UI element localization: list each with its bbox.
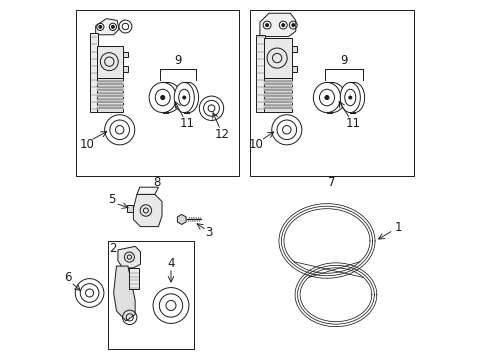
Circle shape [348, 96, 351, 99]
Text: 3: 3 [205, 226, 213, 239]
Text: 11: 11 [179, 117, 194, 130]
Circle shape [183, 96, 185, 99]
Bar [76, 10, 238, 176]
Text: 9: 9 [174, 54, 182, 67]
Circle shape [265, 24, 268, 27]
Text: 10: 10 [79, 138, 94, 150]
Text: 10: 10 [248, 138, 263, 150]
Polygon shape [113, 266, 135, 321]
Polygon shape [260, 13, 295, 37]
Polygon shape [292, 46, 296, 52]
Text: 8: 8 [153, 176, 161, 189]
Polygon shape [89, 33, 98, 112]
Ellipse shape [344, 82, 364, 113]
Text: 9: 9 [340, 54, 347, 67]
Polygon shape [122, 51, 127, 57]
Polygon shape [97, 78, 122, 112]
Ellipse shape [340, 82, 360, 113]
Circle shape [111, 26, 114, 28]
Polygon shape [133, 194, 162, 226]
Circle shape [291, 24, 294, 27]
Ellipse shape [154, 82, 181, 113]
Polygon shape [263, 78, 292, 112]
Text: 1: 1 [393, 221, 401, 234]
Text: 5: 5 [108, 193, 115, 206]
Polygon shape [118, 246, 140, 268]
Bar [107, 241, 194, 348]
Text: 7: 7 [327, 176, 335, 189]
Polygon shape [177, 215, 186, 225]
Ellipse shape [318, 82, 345, 113]
Polygon shape [255, 35, 264, 112]
Ellipse shape [313, 82, 340, 113]
Polygon shape [292, 66, 296, 72]
Text: 12: 12 [214, 128, 229, 141]
Text: 4: 4 [167, 257, 174, 270]
Polygon shape [122, 66, 127, 72]
Text: 2: 2 [109, 242, 117, 255]
Circle shape [99, 26, 102, 28]
Ellipse shape [178, 82, 198, 113]
Polygon shape [96, 19, 119, 35]
Circle shape [324, 95, 328, 100]
Bar [249, 10, 413, 176]
Circle shape [281, 24, 284, 27]
Polygon shape [126, 205, 133, 212]
Polygon shape [97, 45, 122, 78]
Text: 11: 11 [345, 117, 360, 130]
Polygon shape [263, 39, 292, 78]
Ellipse shape [174, 82, 194, 113]
Circle shape [161, 95, 164, 100]
Ellipse shape [149, 82, 176, 113]
Text: 6: 6 [64, 271, 72, 284]
Polygon shape [128, 268, 139, 289]
Polygon shape [137, 187, 158, 194]
